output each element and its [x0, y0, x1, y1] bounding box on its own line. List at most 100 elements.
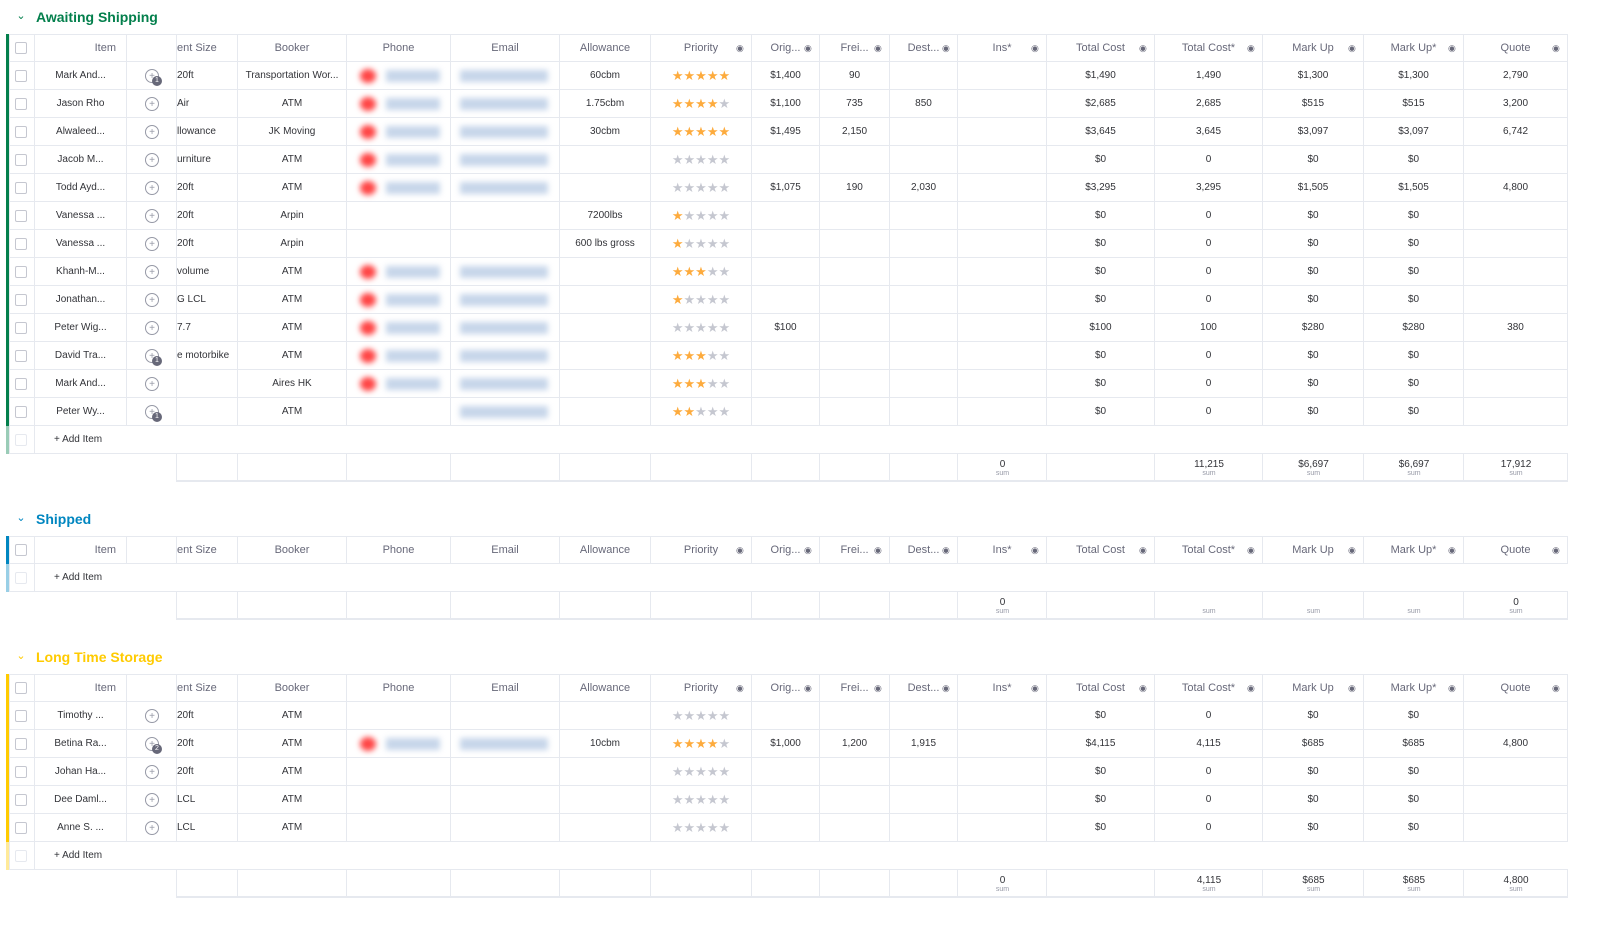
- checkbox[interactable]: [15, 266, 27, 278]
- checkbox[interactable]: [15, 182, 27, 194]
- item-name[interactable]: Jonathan...: [35, 286, 127, 314]
- column-header[interactable]: Booker: [238, 536, 347, 564]
- column-header[interactable]: Phone: [347, 536, 451, 564]
- star[interactable]: ★: [718, 404, 731, 419]
- checkbox[interactable]: [15, 294, 27, 306]
- star[interactable]: ★: [706, 820, 719, 835]
- star[interactable]: ★: [706, 292, 719, 307]
- star[interactable]: ★: [671, 736, 684, 751]
- star[interactable]: ★: [695, 152, 707, 167]
- column-header[interactable]: Mark Up: [1263, 674, 1364, 702]
- checkbox[interactable]: [15, 98, 27, 110]
- star[interactable]: ★: [718, 124, 731, 139]
- checkbox[interactable]: [15, 42, 27, 54]
- item-name[interactable]: Alwaleed...: [35, 118, 127, 146]
- column-header[interactable]: Frei...: [820, 34, 890, 62]
- star[interactable]: ★: [683, 736, 696, 751]
- star[interactable]: ★: [706, 68, 719, 83]
- updates-icon[interactable]: +: [145, 153, 159, 167]
- star[interactable]: ★: [706, 792, 719, 807]
- star[interactable]: ★: [695, 124, 707, 139]
- group-title[interactable]: Awaiting Shipping: [36, 9, 158, 25]
- star[interactable]: ★: [695, 404, 707, 419]
- star[interactable]: ★: [671, 68, 684, 83]
- star[interactable]: ★: [718, 96, 731, 111]
- column-header[interactable]: Ins*: [958, 536, 1047, 564]
- item-name[interactable]: Anne S. ...: [35, 814, 127, 842]
- column-header[interactable]: Mark Up: [1263, 34, 1364, 62]
- column-header[interactable]: Priority: [651, 536, 752, 564]
- checkbox[interactable]: [15, 822, 27, 834]
- item-name[interactable]: Dee Daml...: [35, 786, 127, 814]
- column-header[interactable]: Total Cost: [1047, 34, 1155, 62]
- column-header[interactable]: Email: [451, 34, 560, 62]
- star[interactable]: ★: [671, 208, 684, 223]
- collapse-arrow[interactable]: ⌄: [16, 512, 26, 524]
- column-header[interactable]: Quote: [1464, 536, 1568, 564]
- star[interactable]: ★: [706, 152, 719, 167]
- column-header[interactable]: Orig...: [752, 536, 820, 564]
- star[interactable]: ★: [683, 792, 696, 807]
- column-header[interactable]: Item: [35, 674, 127, 702]
- column-header[interactable]: Orig...: [752, 674, 820, 702]
- checkbox[interactable]: [15, 350, 27, 362]
- add-item[interactable]: + Add Item: [35, 842, 1568, 870]
- star[interactable]: ★: [706, 320, 719, 335]
- star[interactable]: ★: [695, 320, 707, 335]
- star[interactable]: ★: [718, 348, 731, 363]
- updates-icon[interactable]: +: [145, 293, 159, 307]
- item-name[interactable]: Khanh-M...: [35, 258, 127, 286]
- star[interactable]: ★: [718, 180, 731, 195]
- star[interactable]: ★: [706, 96, 719, 111]
- star[interactable]: ★: [683, 764, 696, 779]
- updates-icon[interactable]: +: [145, 181, 159, 195]
- star[interactable]: ★: [671, 264, 684, 279]
- column-header[interactable]: Email: [451, 536, 560, 564]
- checkbox[interactable]: [15, 738, 27, 750]
- column-header[interactable]: Booker: [238, 34, 347, 62]
- updates-icon[interactable]: +: [145, 265, 159, 279]
- star[interactable]: ★: [683, 404, 696, 419]
- updates-icon[interactable]: +: [145, 321, 159, 335]
- star[interactable]: ★: [683, 236, 696, 251]
- collapse-arrow[interactable]: ⌄: [16, 10, 26, 22]
- updates-icon[interactable]: +: [145, 237, 159, 251]
- star[interactable]: ★: [718, 320, 731, 335]
- star[interactable]: ★: [718, 208, 731, 223]
- column-header[interactable]: Mark Up*: [1364, 674, 1464, 702]
- star[interactable]: ★: [718, 292, 731, 307]
- column-header[interactable]: Allowance: [560, 536, 651, 564]
- star[interactable]: ★: [683, 264, 696, 279]
- item-name[interactable]: Jacob M...: [35, 146, 127, 174]
- column-header[interactable]: Item: [35, 34, 127, 62]
- column-header[interactable]: Quote: [1464, 34, 1568, 62]
- star[interactable]: ★: [695, 820, 707, 835]
- star[interactable]: ★: [683, 320, 696, 335]
- column-header[interactable]: Priority: [651, 34, 752, 62]
- column-header[interactable]: Dest...: [890, 674, 958, 702]
- checkbox[interactable]: [15, 544, 27, 556]
- star[interactable]: ★: [718, 68, 731, 83]
- checkbox[interactable]: [15, 682, 27, 694]
- checkbox[interactable]: [15, 378, 27, 390]
- column-header[interactable]: Allowance: [560, 34, 651, 62]
- column-header[interactable]: Priority: [651, 674, 752, 702]
- checkbox[interactable]: [15, 210, 27, 222]
- star[interactable]: ★: [683, 708, 696, 723]
- group-title[interactable]: Shipped: [36, 511, 92, 527]
- star[interactable]: ★: [718, 764, 731, 779]
- star[interactable]: ★: [695, 708, 707, 723]
- column-header[interactable]: Booker: [238, 674, 347, 702]
- star[interactable]: ★: [695, 736, 707, 751]
- star[interactable]: ★: [718, 376, 731, 391]
- checkbox[interactable]: [15, 70, 27, 82]
- star[interactable]: ★: [706, 764, 719, 779]
- star[interactable]: ★: [671, 764, 684, 779]
- star[interactable]: ★: [706, 124, 719, 139]
- star[interactable]: ★: [695, 264, 707, 279]
- column-header[interactable]: Quote: [1464, 674, 1568, 702]
- checkbox[interactable]: [15, 406, 27, 418]
- star[interactable]: ★: [718, 820, 731, 835]
- item-name[interactable]: Peter Wy...: [35, 398, 127, 426]
- star[interactable]: ★: [718, 708, 731, 723]
